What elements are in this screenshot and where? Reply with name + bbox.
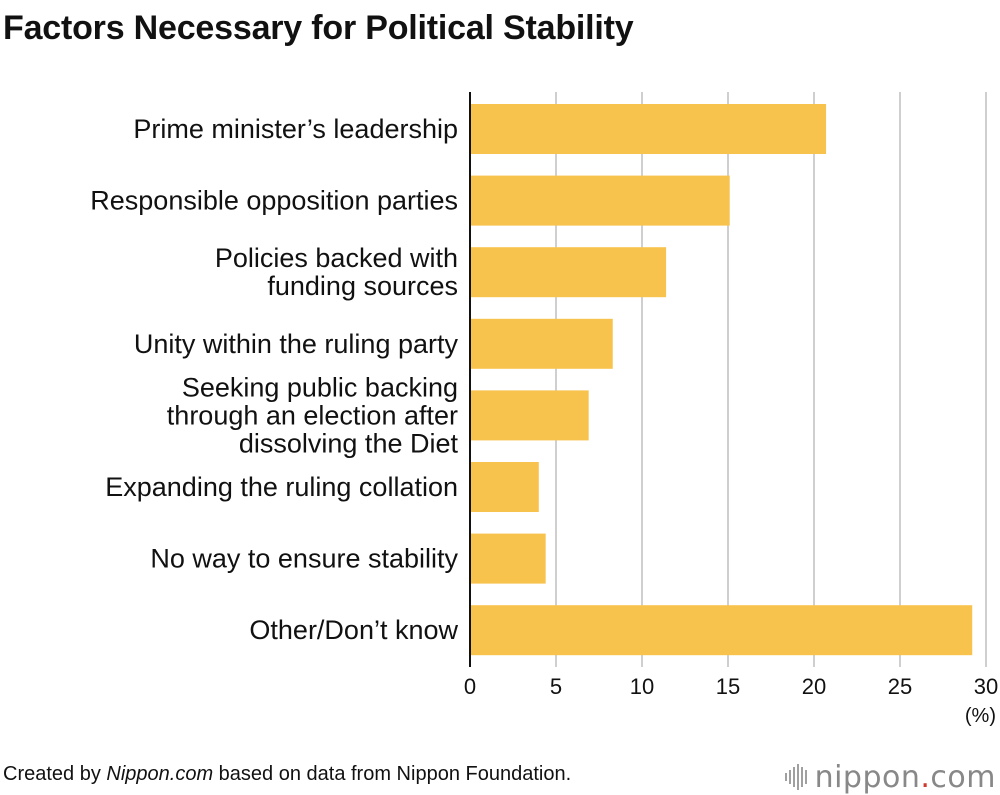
bar-4 [471,318,613,369]
nippon-logo: nippon.com [784,760,996,795]
x-tick-label-0: 0 [464,674,476,699]
logo-tld: com [930,759,996,795]
category-label-line: Prime minister’s leadership [133,114,458,144]
credit-suffix: based on data from Nippon Foundation. [213,763,572,785]
bar-5 [471,390,589,441]
category-label-line: funding sources [267,271,458,301]
x-tick-label-10: 10 [630,674,654,699]
logo-bars-icon [784,764,807,790]
x-tick-label-15: 15 [716,674,740,699]
logo-dot: . [920,759,931,795]
category-label-5: Seeking public backing through an electio… [167,372,459,458]
category-labels: Prime minister’s leadership Responsible o… [90,114,458,645]
x-tick-label-25: 25 [888,674,912,699]
credit-source: Nippon.com [106,763,214,785]
bar-1 [471,104,827,154]
bars [471,104,973,656]
x-axis-ticks: 0 5 10 15 20 25 30 [464,674,998,699]
category-label-line: Policies backed with [215,243,458,273]
x-tick-label-20: 20 [802,674,826,699]
x-tick-label-30: 30 [974,674,998,699]
category-label-line: Responsible opposition parties [90,186,458,216]
bar-2 [471,175,730,226]
category-label-7: No way to ensure stability [150,544,458,574]
category-label-line: Other/Don’t know [249,615,458,645]
category-label-1: Prime minister’s leadership [133,114,458,144]
category-label-line: dissolving the Diet [239,428,459,458]
bar-3 [471,247,667,298]
bar-7 [471,533,546,584]
credit-prefix: Created by [3,763,107,785]
category-label-line: Unity within the ruling party [134,329,459,359]
x-axis-unit: (%) [965,705,996,727]
category-label-4: Unity within the ruling party [134,329,459,359]
category-label-8: Other/Don’t know [249,615,458,645]
category-label-line: through an election after [167,400,458,430]
category-label-2: Responsible opposition parties [90,186,458,216]
category-label-line: Seeking public backing [182,372,458,402]
x-tick-label-5: 5 [550,674,562,699]
bar-8 [471,605,973,656]
category-label-3: Policies backed with funding sources [215,243,458,301]
chart-title: Factors Necessary for Political Stabilit… [3,9,634,47]
logo-name: nippon [814,759,921,795]
category-label-line: No way to ensure stability [150,544,458,574]
bar-6 [471,462,539,512]
source-credit: Created by Nippon.com based on data from… [3,760,571,788]
logo-wordmark: nippon.com [815,760,996,795]
category-label-6: Expanding the ruling collation [105,472,458,502]
category-label-line: Expanding the ruling collation [105,472,458,502]
